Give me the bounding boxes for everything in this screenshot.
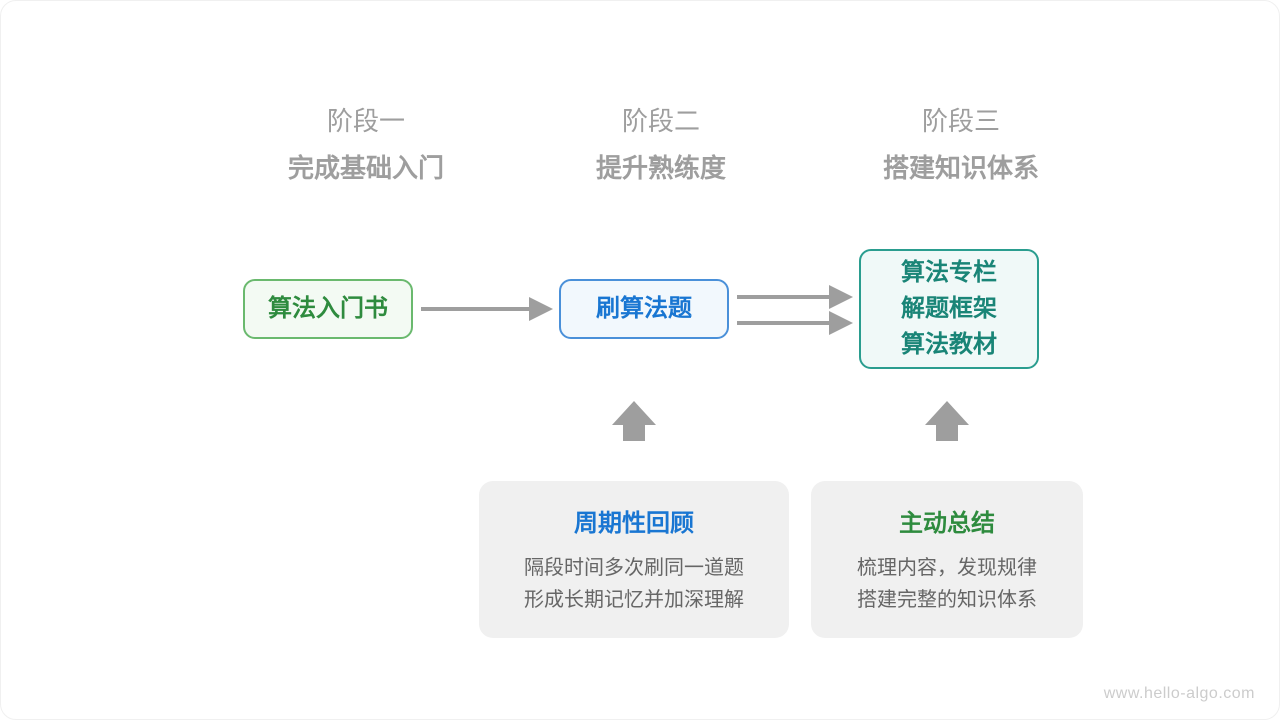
stage-header-1: 阶段一 完成基础入门 [251, 101, 481, 185]
stage-header-3: 阶段三 搭建知识体系 [846, 101, 1076, 185]
stage-3-title: 搭建知识体系 [846, 148, 1076, 185]
node-algorithm-primer: 算法入门书 [243, 279, 413, 339]
up-arrow-icon [925, 401, 969, 441]
node-practice-problems: 刷算法题 [559, 279, 729, 339]
stage-3-label: 阶段三 [846, 101, 1076, 138]
infobox-2-title: 主动总结 [831, 503, 1063, 538]
stage-1-title: 完成基础入门 [251, 148, 481, 185]
node-line: 算法专栏 [901, 255, 997, 291]
infobox-1-title: 周期性回顾 [499, 503, 769, 538]
infobox-active-summary: 主动总结 梳理内容，发现规律 搭建完整的知识体系 [811, 481, 1083, 638]
stage-header-2: 阶段二 提升熟练度 [561, 101, 761, 185]
node-line: 刷算法题 [596, 291, 692, 327]
stage-1-label: 阶段一 [251, 101, 481, 138]
node-line: 算法教材 [901, 327, 997, 363]
diagram-container: 阶段一 完成基础入门 阶段二 提升熟练度 阶段三 搭建知识体系 算法入门书 刷算… [1, 1, 1279, 719]
up-arrow-icon [612, 401, 656, 441]
node-advanced-resources: 算法专栏解题框架算法教材 [859, 249, 1039, 369]
infobox-periodic-review: 周期性回顾 隔段时间多次刷同一道题 形成长期记忆并加深理解 [479, 481, 789, 638]
node-line: 算法入门书 [268, 291, 388, 327]
infobox-2-desc: 梳理内容，发现规律 搭建完整的知识体系 [831, 552, 1063, 616]
node-line: 解题框架 [901, 291, 997, 327]
infobox-1-desc: 隔段时间多次刷同一道题 形成长期记忆并加深理解 [499, 552, 769, 616]
watermark: www.hello-algo.com [1104, 685, 1255, 703]
stage-2-label: 阶段二 [561, 101, 761, 138]
stage-2-title: 提升熟练度 [561, 148, 761, 185]
